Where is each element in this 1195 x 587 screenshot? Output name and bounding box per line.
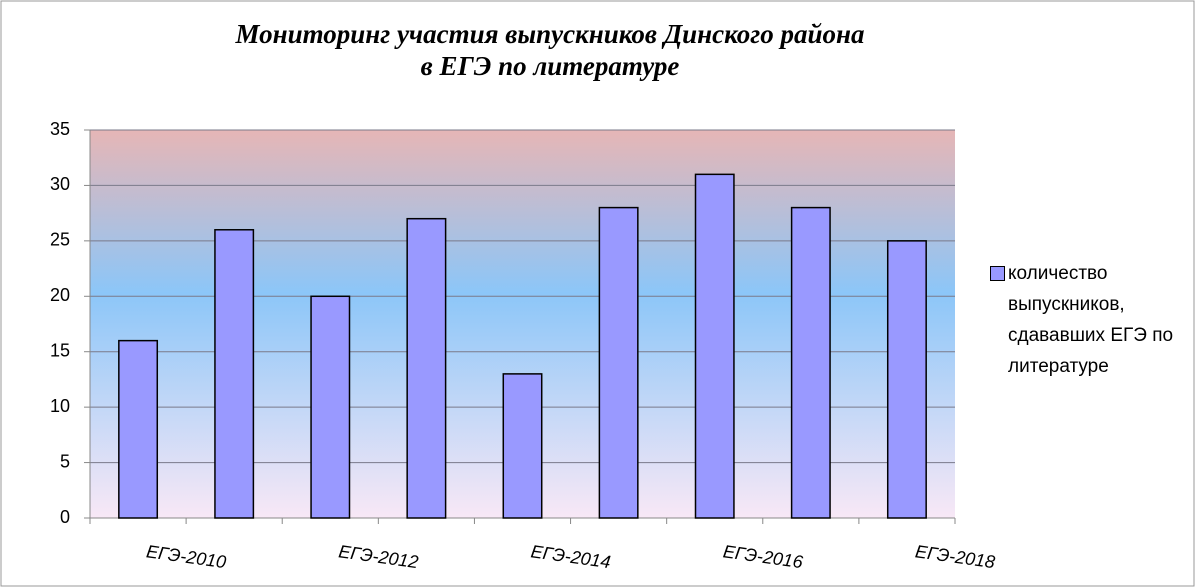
bar — [406, 217, 447, 519]
bar — [118, 339, 159, 519]
y-tick-label: 25 — [50, 230, 70, 250]
bar — [502, 373, 543, 519]
y-tick-label: 30 — [50, 174, 70, 194]
bar — [598, 206, 639, 519]
y-tick-label: 0 — [60, 507, 70, 527]
y-tick-label: 15 — [50, 340, 70, 360]
bar — [310, 295, 351, 519]
legend-key — [990, 266, 1005, 281]
bar — [790, 206, 831, 519]
y-tick-label: 5 — [60, 451, 70, 471]
y-tick-label: 10 — [50, 396, 70, 416]
bar — [694, 173, 735, 519]
y-tick-label: 20 — [50, 285, 70, 305]
chart-title: Мониторинг участия выпускников Динского … — [235, 19, 865, 81]
bar — [886, 240, 927, 519]
y-tick-label: 35 — [50, 119, 70, 139]
bar — [214, 229, 255, 519]
legend-label: количество выпускников, сдававших ЕГЭ по… — [1008, 263, 1174, 377]
